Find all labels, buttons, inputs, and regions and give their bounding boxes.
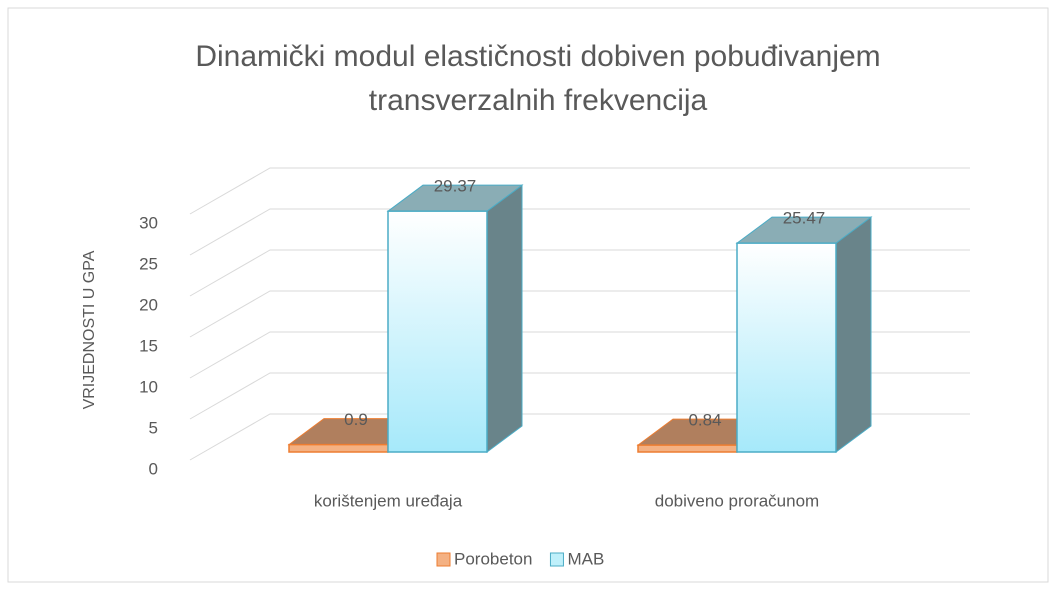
bars [287, 184, 873, 453]
y-tick-label: 25 [139, 254, 158, 273]
chart-title: transverzalnih frekvencija [369, 84, 708, 117]
y-tick-label: 5 [149, 418, 158, 437]
chart-title: Dinamički modul elastičnosti dobiven pob… [195, 40, 880, 73]
bar-front [736, 242, 837, 453]
y-axis-label: VRIJEDNOSTI U GPA [81, 250, 98, 409]
bar [735, 216, 873, 453]
bar [386, 184, 524, 453]
bar-front [288, 443, 389, 453]
y-tick-label: 30 [139, 213, 158, 232]
legend-swatch [436, 552, 451, 567]
x-tick-label: dobiveno proračunom [655, 491, 819, 510]
legend-swatch [549, 552, 564, 567]
data-label: 0.84 [688, 411, 721, 430]
y-tick-label: 0 [149, 459, 158, 478]
bar-front [387, 210, 488, 453]
grid-line [189, 167, 970, 215]
labels: 0 5 10 15 20 25 30 korištenjem uređaja 0.9 29.37 d… [139, 177, 825, 569]
legend-label: Porobeton [454, 549, 532, 568]
bar-side [835, 216, 872, 453]
legend-label: MAB [567, 549, 604, 568]
data-label: 25.47 [783, 209, 826, 228]
grid-line [189, 208, 970, 256]
y-tick-label: 10 [139, 377, 158, 396]
data-label: 29.37 [434, 177, 477, 196]
bar-side [486, 184, 523, 453]
x-tick-label: korištenjem uređaja [314, 491, 463, 510]
data-label: 0.9 [344, 410, 368, 429]
bar-front [637, 444, 738, 453]
y-tick-label: 20 [139, 295, 158, 314]
y-tick-label: 15 [139, 336, 158, 355]
chart-frame [7, 7, 1049, 583]
